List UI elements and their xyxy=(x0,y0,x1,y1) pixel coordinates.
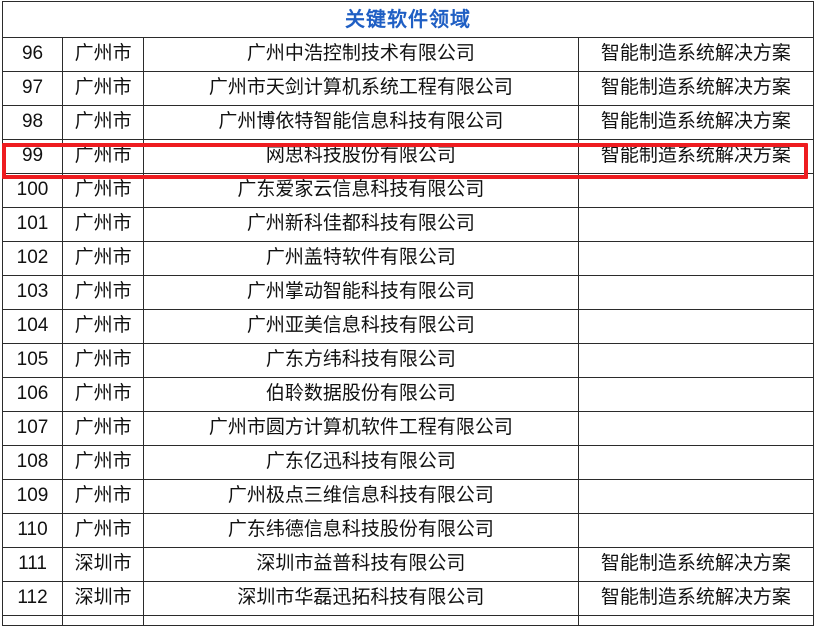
cell-city: 广州市 xyxy=(62,411,145,446)
cell-software-field xyxy=(577,479,815,514)
cell-row-number: 104 xyxy=(1,309,64,344)
cell-city: 广州市 xyxy=(62,479,145,514)
cell-empty xyxy=(62,615,145,626)
cell-city: 广州市 xyxy=(62,37,145,72)
table-row[interactable]: 97 广州市 广州市天剑计算机系统工程有限公司 智能制造系统解决方案 xyxy=(1,71,815,106)
cell-row-number: 97 xyxy=(1,71,64,106)
cell-row-number: 101 xyxy=(1,207,64,242)
cell-row-number: 109 xyxy=(1,479,64,514)
cell-company-name: 广东亿迅科技有限公司 xyxy=(143,445,579,480)
cell-software-field: 智能制造系统解决方案 xyxy=(577,581,815,616)
cell-city: 广州市 xyxy=(62,445,145,480)
cell-company-name: 广州市圆方计算机软件工程有限公司 xyxy=(143,411,579,446)
cell-company-name: 广州极点三维信息科技有限公司 xyxy=(143,479,579,514)
cell-row-number: 106 xyxy=(1,377,64,412)
table-row[interactable]: 107 广州市 广州市圆方计算机软件工程有限公司 xyxy=(1,411,815,446)
cell-company-name: 广州中浩控制技术有限公司 xyxy=(143,37,579,72)
cell-city: 广州市 xyxy=(62,377,145,412)
cell-city: 广州市 xyxy=(62,71,145,106)
cell-company-name: 广东爱家云信息科技有限公司 xyxy=(143,173,579,208)
cell-row-number: 105 xyxy=(1,343,64,378)
table-row-partial xyxy=(1,615,815,626)
cell-software-field: 智能制造系统解决方案 xyxy=(577,547,815,582)
cell-company-name: 广州市天剑计算机系统工程有限公司 xyxy=(143,71,579,106)
cell-company-name: 广州新科佳都科技有限公司 xyxy=(143,207,579,242)
table-row[interactable]: 112 深圳市 深圳市华磊迅拓科技有限公司 智能制造系统解决方案 xyxy=(1,581,815,616)
cell-row-number: 98 xyxy=(1,105,64,140)
cell-company-name: 深圳市华磊迅拓科技有限公司 xyxy=(143,581,579,616)
cell-row-number: 107 xyxy=(1,411,64,446)
table-row[interactable]: 106 广州市 伯聆数据股份有限公司 xyxy=(1,377,815,412)
cell-company-name: 网思科技股份有限公司 xyxy=(143,139,579,174)
cell-city: 广州市 xyxy=(62,173,145,208)
cell-software-field xyxy=(577,377,815,412)
cell-row-number: 103 xyxy=(1,275,64,310)
cell-software-field xyxy=(577,241,815,276)
table-row[interactable]: 98 广州市 广州博依特智能信息科技有限公司 智能制造系统解决方案 xyxy=(1,105,815,140)
cell-company-name: 广州掌动智能科技有限公司 xyxy=(143,275,579,310)
cell-software-field xyxy=(577,207,815,242)
cell-company-name: 广东纬德信息科技股份有限公司 xyxy=(143,513,579,548)
table-row[interactable]: 96 广州市 广州中浩控制技术有限公司 智能制造系统解决方案 xyxy=(1,37,815,72)
cell-city: 广州市 xyxy=(62,241,145,276)
cell-software-field xyxy=(577,309,815,344)
cell-software-field xyxy=(577,275,815,310)
cell-company-name: 广东方纬科技有限公司 xyxy=(143,343,579,378)
cell-city: 广州市 xyxy=(62,343,145,378)
cell-city: 深圳市 xyxy=(62,581,145,616)
table-row[interactable]: 100 广州市 广东爱家云信息科技有限公司 xyxy=(1,173,815,208)
cell-city: 广州市 xyxy=(62,275,145,310)
cell-row-number: 102 xyxy=(1,241,64,276)
cell-software-field xyxy=(577,513,815,548)
table-row[interactable]: 99 广州市 网思科技股份有限公司 智能制造系统解决方案 xyxy=(1,139,815,174)
cell-city: 广州市 xyxy=(62,309,145,344)
table-row[interactable]: 109 广州市 广州极点三维信息科技有限公司 xyxy=(1,479,815,514)
cell-row-number: 108 xyxy=(1,445,64,480)
table-row[interactable]: 104 广州市 广州亚美信息科技有限公司 xyxy=(1,309,815,344)
cell-row-number: 110 xyxy=(1,513,64,548)
table-row[interactable]: 108 广州市 广东亿迅科技有限公司 xyxy=(1,445,815,480)
cell-software-field xyxy=(577,445,815,480)
table-row[interactable]: 101 广州市 广州新科佳都科技有限公司 xyxy=(1,207,815,242)
table-row[interactable]: 105 广州市 广东方纬科技有限公司 xyxy=(1,343,815,378)
cell-row-number: 96 xyxy=(1,37,64,72)
cell-city: 深圳市 xyxy=(62,547,145,582)
cell-row-number: 99 xyxy=(1,139,64,174)
cell-software-field: 智能制造系统解决方案 xyxy=(577,71,815,106)
cell-city: 广州市 xyxy=(62,105,145,140)
cell-company-name: 广州亚美信息科技有限公司 xyxy=(143,309,579,344)
cell-city: 广州市 xyxy=(62,207,145,242)
cell-empty xyxy=(1,615,64,626)
cell-software-field: 智能制造系统解决方案 xyxy=(577,37,815,72)
cell-software-field: 智能制造系统解决方案 xyxy=(577,105,815,140)
cell-row-number: 100 xyxy=(1,173,64,208)
table-title-row: 关键软件领域 xyxy=(2,1,814,38)
table-row[interactable]: 110 广州市 广东纬德信息科技股份有限公司 xyxy=(1,513,815,548)
table-row[interactable]: 103 广州市 广州掌动智能科技有限公司 xyxy=(1,275,815,310)
table-row[interactable]: 111 深圳市 深圳市益普科技有限公司 智能制造系统解决方案 xyxy=(1,547,815,582)
cell-row-number: 111 xyxy=(1,547,64,582)
cell-city: 广州市 xyxy=(62,139,145,174)
cell-software-field xyxy=(577,343,815,378)
cell-software-field xyxy=(577,173,815,208)
cell-software-field: 智能制造系统解决方案 xyxy=(577,139,815,174)
cell-empty xyxy=(577,615,815,626)
cell-empty xyxy=(143,615,579,626)
cell-company-name: 伯聆数据股份有限公司 xyxy=(143,377,579,412)
cell-software-field xyxy=(577,411,815,446)
cell-company-name: 深圳市益普科技有限公司 xyxy=(143,547,579,582)
cell-company-name: 广州盖特软件有限公司 xyxy=(143,241,579,276)
table-row[interactable]: 102 广州市 广州盖特软件有限公司 xyxy=(1,241,815,276)
cell-company-name: 广州博依特智能信息科技有限公司 xyxy=(143,105,579,140)
cell-city: 广州市 xyxy=(62,513,145,548)
cell-row-number: 112 xyxy=(1,581,64,616)
table-title: 关键软件领域 xyxy=(2,1,814,38)
